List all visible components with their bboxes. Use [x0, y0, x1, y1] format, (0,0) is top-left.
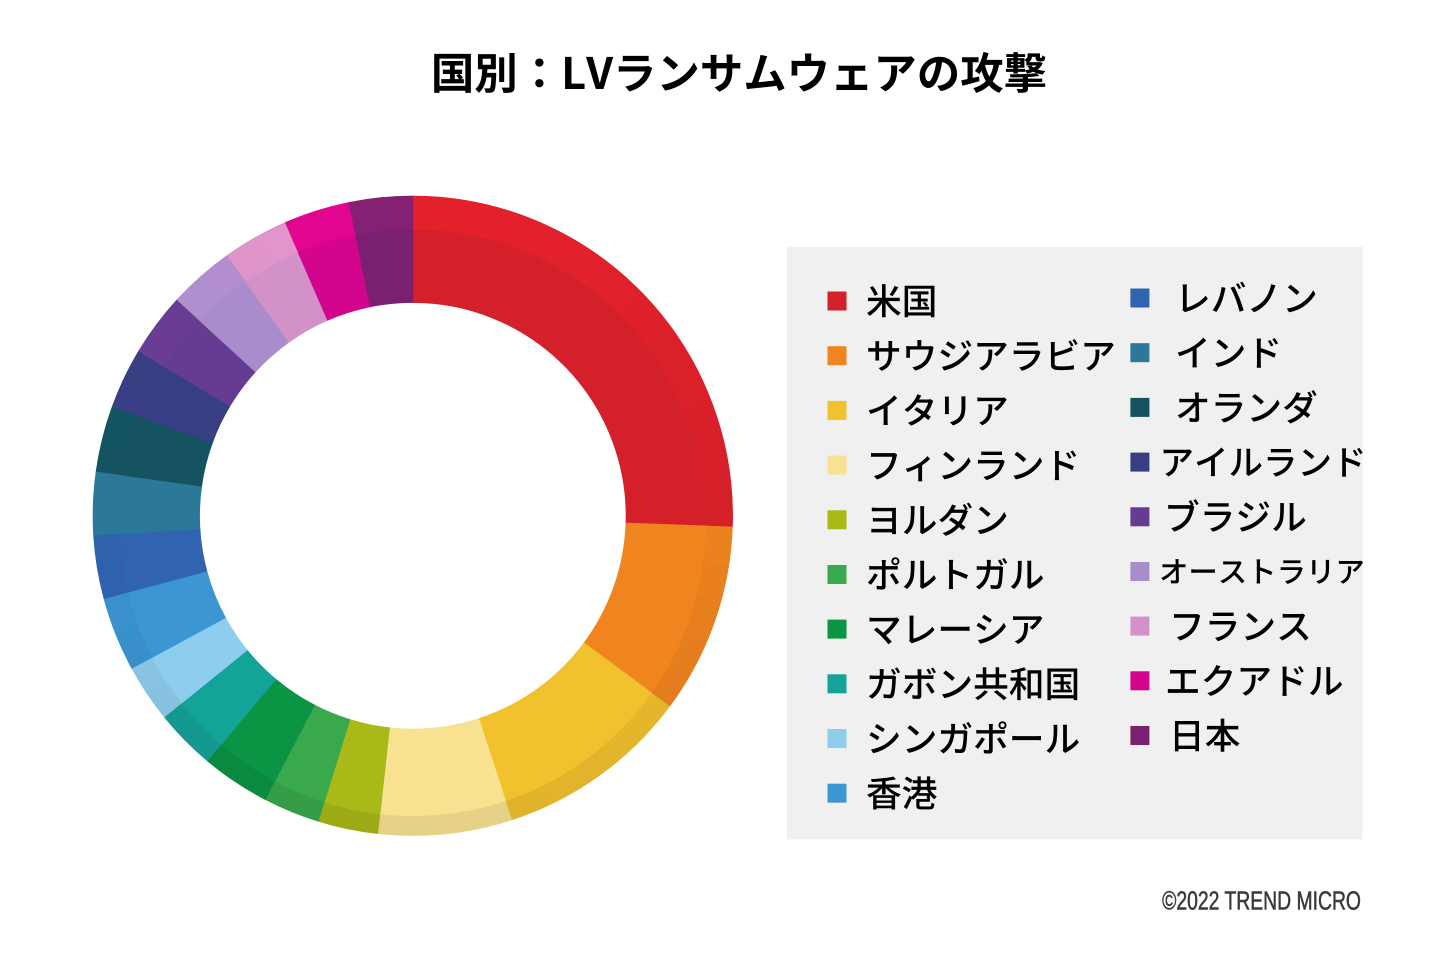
svg-text:©2022 TREND MICRO: ©2022 TREND MICRO [1162, 886, 1361, 915]
